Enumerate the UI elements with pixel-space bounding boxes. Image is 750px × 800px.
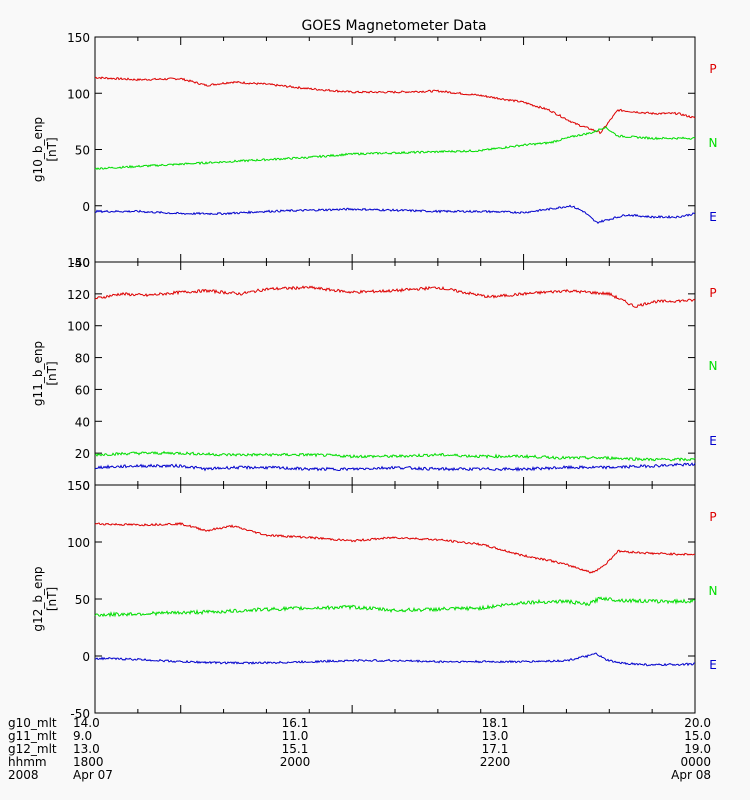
panel-2-ytick-label: 60 — [75, 383, 90, 397]
panel-2-ylabel: g11_b_enp — [31, 341, 45, 406]
footer-value: Apr 08 — [671, 768, 711, 782]
panel-2-ytick-label: 100 — [67, 320, 90, 334]
panel-1-ytick-label: 150 — [67, 31, 90, 45]
panel-1-legend-P: P — [709, 62, 716, 76]
panel-1-ylabel: g10_b_enp — [31, 117, 45, 182]
footer-value: 15.0 — [684, 729, 711, 743]
panel-1-series-E — [94, 204, 696, 224]
panel-1-ytick-label: 0 — [82, 200, 90, 214]
footer-value: 13.0 — [482, 729, 509, 743]
footer-row-label: g11_mlt — [8, 729, 57, 743]
panel-1-ytick-label: 100 — [67, 87, 90, 101]
panel-2-ytick-label: 20 — [75, 447, 90, 461]
footer-value: 0000 — [680, 755, 711, 769]
footer-value: 2200 — [480, 755, 511, 769]
panel-2-ytick-label: 140 — [67, 256, 90, 270]
panel-3-ytick-label: 0 — [82, 650, 90, 664]
panel-3-series-E — [94, 652, 695, 667]
panel-3-series-N — [94, 596, 696, 618]
panel-3-legend-P: P — [709, 510, 716, 524]
panel-1-frame — [94, 36, 696, 263]
footer-value: 13.0 — [73, 742, 100, 756]
panel-3-ytick-label: 150 — [67, 479, 90, 493]
panel-3-series-P — [94, 521, 695, 574]
footer-value: Apr 07 — [73, 768, 113, 782]
footer-value: 1800 — [73, 755, 104, 769]
panel-2-series-N — [94, 450, 696, 462]
footer-value: 15.1 — [282, 742, 309, 756]
footer-value: 16.1 — [282, 716, 309, 730]
panel-2-yunit: [nT] — [45, 361, 59, 385]
panel-2-ytick-label: 0 — [82, 479, 90, 493]
chart-title: GOES Magnetometer Data — [301, 18, 486, 34]
panel-2-legend-E: E — [709, 434, 717, 448]
panel-2-series-E — [94, 462, 696, 472]
panel-1-legend-E: E — [709, 210, 717, 224]
footer-value: 14.0 — [73, 716, 100, 730]
footer-row-label: hhmm — [8, 755, 47, 769]
panel-3-legend-N: N — [709, 584, 718, 598]
footer-value: 17.1 — [482, 742, 509, 756]
panel-1-ytick-label: 50 — [75, 144, 90, 158]
panel-2-ytick-label: 40 — [75, 415, 90, 429]
panel-1-series-P — [94, 76, 696, 135]
panel-3-ylabel: g12_b_enp — [31, 566, 45, 631]
panel-1-legend-N: N — [709, 136, 718, 150]
panel-3-ytick-label: 100 — [67, 536, 90, 550]
panel-1-ytick-label: -50 — [70, 256, 90, 270]
panel-1-series-N — [94, 125, 696, 171]
footer-value: 18.1 — [482, 716, 509, 730]
footer-value: 2000 — [280, 755, 311, 769]
footer-row-label: g10_mlt — [8, 716, 57, 730]
panel-2-legend-P: P — [709, 286, 716, 300]
panel-2-series-P — [94, 285, 696, 308]
panel-3-legend-E: E — [709, 658, 717, 672]
panel-1-yunit: [nT] — [45, 137, 59, 161]
panel-2-ytick-label: 80 — [75, 352, 90, 366]
panel-2-legend-N: N — [709, 359, 718, 373]
footer-value: 11.0 — [282, 729, 309, 743]
footer-value: 20.0 — [684, 716, 711, 730]
footer-row-label: g12_mlt — [8, 742, 57, 756]
panel-3-yunit: [nT] — [45, 587, 59, 611]
panel-2-ytick-label: 120 — [67, 288, 90, 302]
footer-row-label: 2008 — [8, 768, 39, 782]
panel-2-frame — [94, 261, 696, 486]
panel-3-ytick-label: -50 — [70, 707, 90, 721]
footer-value: 9.0 — [73, 729, 92, 743]
footer-value: 19.0 — [684, 742, 711, 756]
panel-3-ytick-label: 50 — [75, 593, 90, 607]
